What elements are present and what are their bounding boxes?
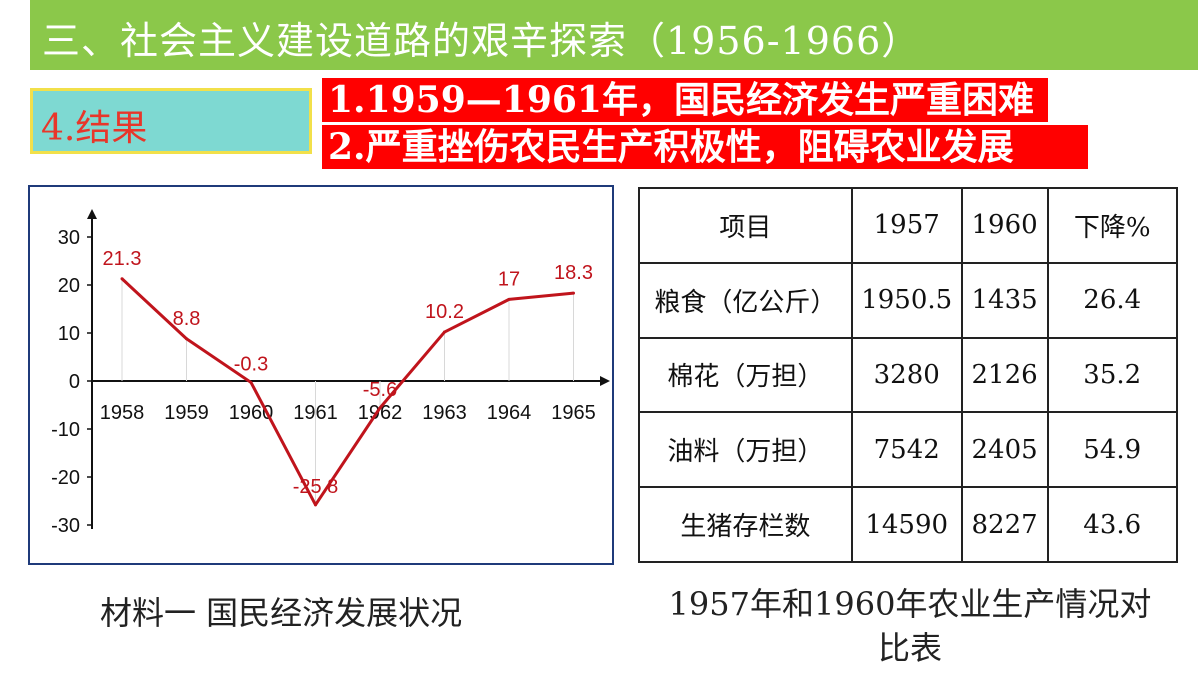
y-tick-label: -20 — [51, 467, 80, 489]
table-cell: 2405 — [960, 411, 1049, 489]
table-cell: 粮食（亿公斤） — [638, 261, 853, 339]
x-tick-label: 1960 — [229, 402, 274, 424]
table-cell: 8227 — [960, 486, 1049, 563]
table-cell: 54.9 — [1046, 411, 1178, 489]
table-header-cell: 下降% — [1046, 187, 1178, 264]
table-cell: 35.2 — [1046, 336, 1178, 414]
table-caption: 1957年和1960年农业生产情况对比表 — [668, 585, 1152, 667]
y-tick-label: 30 — [58, 227, 80, 249]
x-tick-label: 1959 — [164, 402, 209, 424]
data-label: 10.2 — [425, 301, 464, 323]
data-point — [572, 291, 575, 295]
data-label: -5.6 — [363, 379, 397, 401]
chart-caption: 材料一 国民经济发展状况 — [100, 594, 463, 632]
table-row: 生猪存栏数 14590 8227 43.6 — [638, 486, 1178, 563]
table-cell: 43.6 — [1046, 486, 1178, 563]
y-axis-arrow — [87, 209, 97, 219]
table-cell: 1950.5 — [850, 261, 963, 339]
table-cell: 7542 — [850, 411, 963, 489]
x-axis-arrow — [600, 376, 610, 386]
data-point — [120, 277, 124, 281]
table-cell: 3280 — [850, 336, 963, 414]
data-label: 18.3 — [554, 262, 593, 284]
table-row: 粮食（亿公斤） 1950.5 1435 26.4 — [638, 261, 1178, 339]
y-tick-label: -30 — [51, 515, 80, 537]
y-tick-label: 10 — [58, 323, 80, 345]
page-title: 三、社会主义建设道路的艰辛探索（1956-1966） — [42, 19, 921, 63]
table-header-row: 项目 1957 1960 下降% — [638, 187, 1178, 264]
data-label: -25.8 — [293, 476, 339, 498]
result-point-1: 1.1959—1961年，国民经济发生严重困难 — [322, 78, 1048, 122]
table-cell: 2126 — [960, 336, 1049, 414]
table-cell: 油料（万担） — [638, 411, 853, 489]
data-label: 8.8 — [173, 308, 201, 330]
x-tick-label: 1961 — [293, 402, 338, 424]
x-tick-label: 1962 — [358, 402, 403, 424]
result-label: 4.结果 — [41, 108, 148, 149]
data-point — [249, 380, 253, 384]
table-row: 油料（万担） 7542 2405 54.9 — [638, 411, 1178, 489]
table-header-cell: 项目 — [638, 187, 853, 264]
data-label: 17 — [498, 268, 520, 290]
data-point — [507, 297, 511, 301]
result-point-2: 2.严重挫伤农民生产积极性，阻碍农业发展 — [322, 125, 1088, 169]
table-cell: 棉花（万担） — [638, 336, 853, 414]
table-cell: 生猪存栏数 — [638, 486, 853, 563]
data-point — [443, 330, 446, 334]
x-tick-label: 1958 — [100, 402, 145, 424]
data-point — [378, 406, 382, 410]
x-tick-label: 1964 — [487, 402, 532, 424]
line-chart-svg: 30 20 10 0 -10 -20 -30 1958 1959 1960 1961 1962 1963… — [51, 209, 610, 537]
data-label: -0.3 — [234, 353, 268, 375]
table-cell: 1435 — [960, 261, 1049, 339]
x-tick-label: 1963 — [422, 402, 467, 424]
table-cell: 26.4 — [1046, 261, 1178, 339]
x-tick-label: 1965 — [551, 402, 596, 424]
table-row: 棉花（万担） 3280 2126 35.2 — [638, 336, 1178, 414]
table-header-cell: 1960 — [960, 187, 1049, 264]
title-bar: 三、社会主义建设道路的艰辛探索（1956-1966） — [30, 0, 1198, 70]
data-point — [314, 503, 317, 507]
y-tick-label: 20 — [58, 275, 80, 297]
series-line — [120, 277, 574, 507]
table-header-cell: 1957 — [850, 187, 963, 264]
result-box: 4.结果 — [30, 88, 312, 154]
data-label: 21.3 — [103, 248, 142, 270]
agriculture-table: 项目 1957 1960 下降% 粮食（亿公斤） 1950.5 1435 26.… — [638, 187, 1178, 563]
table-cell: 14590 — [850, 486, 963, 563]
y-tick-label: 0 — [69, 371, 80, 393]
economy-chart: 30 20 10 0 -10 -20 -30 1958 1959 1960 1961 1962 1963… — [28, 185, 614, 565]
y-tick-label: -10 — [51, 419, 80, 441]
data-point — [185, 337, 188, 341]
